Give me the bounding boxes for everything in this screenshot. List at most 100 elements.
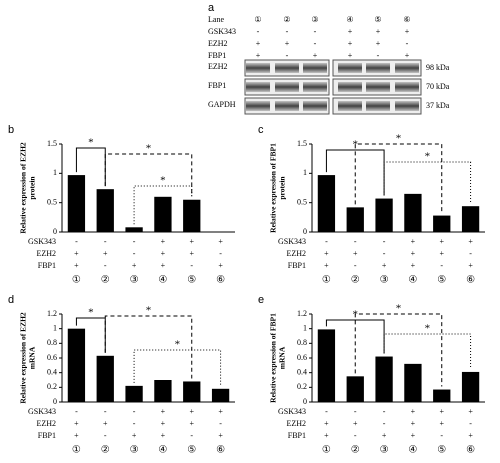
bar xyxy=(67,175,86,232)
row-sign: + xyxy=(439,249,444,258)
blot-band xyxy=(338,82,362,92)
x-tick-label: ② xyxy=(101,444,110,455)
band-size: 37 kDa xyxy=(426,101,450,110)
row-sign: + xyxy=(218,407,223,416)
row-sign: - xyxy=(286,27,289,36)
row-label: FBP1 xyxy=(38,431,56,440)
blot-band xyxy=(275,82,299,92)
blot-band xyxy=(303,101,327,111)
row-sign: - xyxy=(104,261,107,270)
band-label: GAPDH xyxy=(208,100,236,109)
row-sign: - xyxy=(133,419,136,428)
row-sign: + xyxy=(189,407,194,416)
row-sign: - xyxy=(104,237,107,246)
y-axis-label: Relative expression of EZH2 xyxy=(19,312,28,404)
bar xyxy=(67,328,86,402)
band-label: FBP1 xyxy=(208,81,226,90)
significance-star: * xyxy=(160,175,166,187)
bar xyxy=(211,388,230,402)
blot-band xyxy=(275,63,299,73)
significance-star: * xyxy=(146,305,152,317)
row-sign: + xyxy=(324,419,329,428)
y-axis-label: Relative expression of FBP1 xyxy=(269,313,278,403)
row-sign: + xyxy=(103,249,108,258)
y-tick-label: 0.6 xyxy=(297,353,307,362)
row-label: EZH2 xyxy=(36,419,56,428)
y-tick-label: 1 xyxy=(53,168,57,177)
row-sign: + xyxy=(411,431,416,440)
row-sign: - xyxy=(354,237,357,246)
row-sign: - xyxy=(133,237,136,246)
band-size: 70 kDa xyxy=(426,82,450,91)
row-sign: - xyxy=(469,249,472,258)
row-sign: + xyxy=(189,419,194,428)
row-sign: - xyxy=(75,407,78,416)
row-sign: + xyxy=(468,237,473,246)
lane-number: ④ xyxy=(346,15,353,24)
x-tick-label: ② xyxy=(351,274,360,285)
y-tick-label: 1.5 xyxy=(297,139,307,148)
row-sign: + xyxy=(161,237,166,246)
row-sign: + xyxy=(256,39,261,48)
x-tick-label: ① xyxy=(322,274,331,285)
row-sign: - xyxy=(440,431,443,440)
row-sign: - xyxy=(190,431,193,440)
y-tick-label: 0.8 xyxy=(47,338,57,347)
y-tick-label: 1 xyxy=(303,323,307,332)
significance-star: * xyxy=(425,323,431,335)
row-sign: - xyxy=(257,27,260,36)
bar xyxy=(317,175,336,232)
row-sign: + xyxy=(74,419,79,428)
significance-star: * xyxy=(88,307,94,319)
y-axis-label: mRNA xyxy=(28,346,37,369)
row-sign: + xyxy=(376,39,381,48)
blot-band xyxy=(246,63,270,73)
bar xyxy=(461,206,480,232)
y-tick-label: 0.8 xyxy=(297,338,307,347)
row-sign: - xyxy=(325,237,328,246)
bar xyxy=(125,227,143,232)
row-sign: + xyxy=(411,261,416,270)
row-sign: + xyxy=(256,51,261,60)
row-sign: + xyxy=(439,407,444,416)
significance-bracket xyxy=(133,349,222,386)
y-tick-label: 0 xyxy=(303,397,307,406)
x-tick-label: ④ xyxy=(408,274,417,285)
row-sign: - xyxy=(314,27,317,36)
x-tick-label: ⑥ xyxy=(216,444,225,455)
x-tick-label: ⑥ xyxy=(216,274,225,285)
bar xyxy=(433,389,451,402)
panel-label: a xyxy=(208,2,215,14)
bar xyxy=(404,193,422,232)
y-axis-label: Relative expression of EZH2 xyxy=(19,142,28,234)
row-label: FBP1 xyxy=(208,51,226,60)
x-tick-label: ① xyxy=(72,274,81,285)
row-sign: + xyxy=(439,419,444,428)
significance-star: * xyxy=(396,303,402,315)
row-sign: + xyxy=(382,261,387,270)
row-sign: - xyxy=(325,407,328,416)
blot-band xyxy=(338,101,362,111)
row-label: EZH2 xyxy=(286,249,306,258)
blot-band xyxy=(395,101,419,111)
row-sign: - xyxy=(406,39,409,48)
y-tick-label: 0.5 xyxy=(47,197,57,206)
row-label: GSK343 xyxy=(208,27,236,36)
significance-bracket xyxy=(383,333,472,369)
row-sign: - xyxy=(314,39,317,48)
row-sign: + xyxy=(324,261,329,270)
lane-number: ② xyxy=(283,15,290,24)
panel-label: c xyxy=(258,124,264,136)
row-sign: + xyxy=(161,419,166,428)
bar xyxy=(346,376,364,402)
significance-bracket xyxy=(325,149,385,196)
row-sign: + xyxy=(324,431,329,440)
lane-number: ⑥ xyxy=(403,15,410,24)
row-sign: + xyxy=(411,237,416,246)
row-sign: - xyxy=(383,237,386,246)
y-tick-label: 0 xyxy=(53,227,57,236)
y-tick-label: 0 xyxy=(53,397,57,406)
row-sign: + xyxy=(313,51,318,60)
